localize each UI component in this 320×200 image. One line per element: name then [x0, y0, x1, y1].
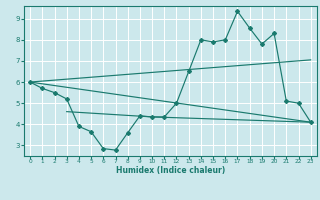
- X-axis label: Humidex (Indice chaleur): Humidex (Indice chaleur): [116, 166, 225, 175]
